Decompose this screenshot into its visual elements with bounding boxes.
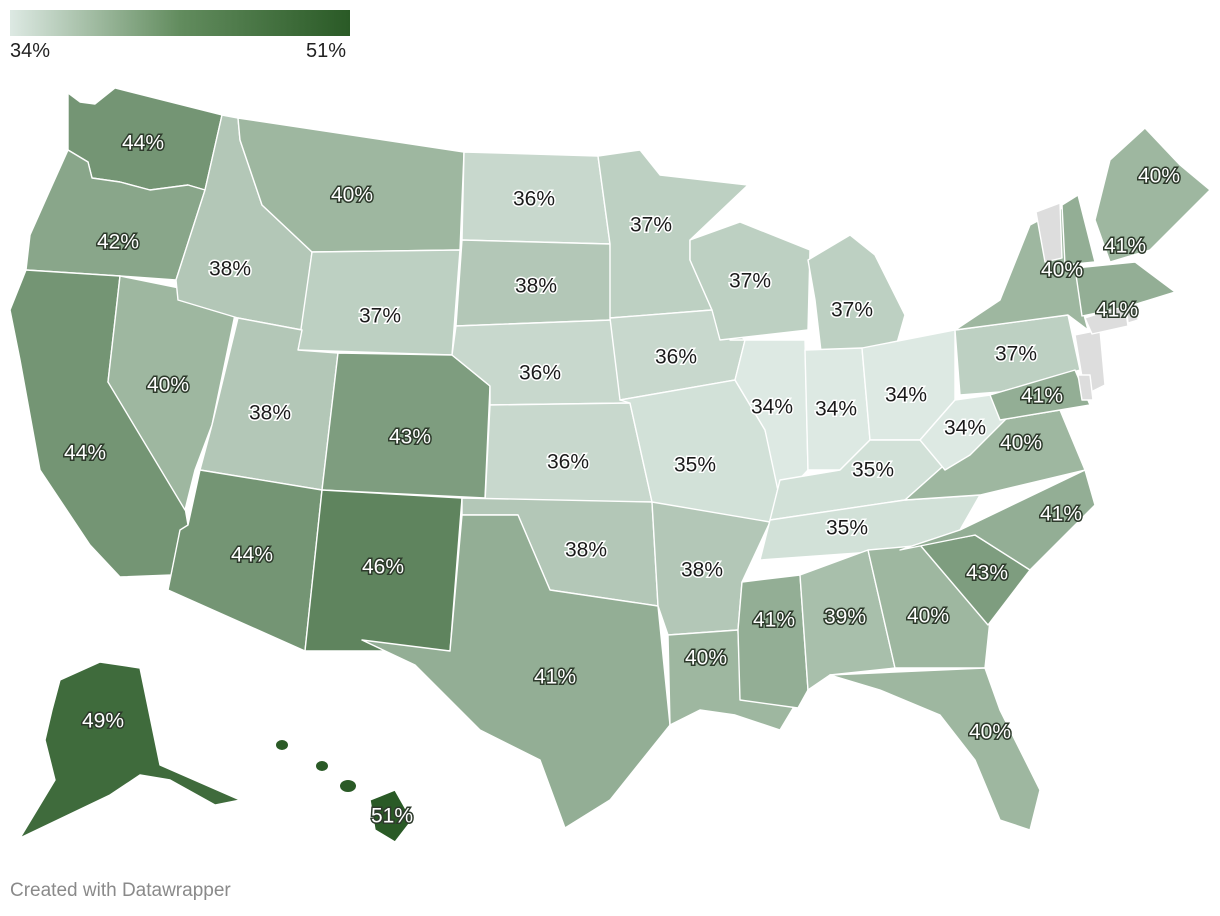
state-label-il: 34%: [751, 396, 793, 419]
state-label-mn: 37%: [630, 214, 672, 237]
state-wi[interactable]: [689, 221, 811, 341]
state-vt[interactable]: [1035, 202, 1063, 263]
state-label-ak: 49%: [82, 710, 124, 733]
state-label-mo: 35%: [674, 454, 716, 477]
state-label-mi: 37%: [831, 299, 873, 322]
state-label-co: 43%: [389, 426, 431, 449]
state-label-nh: 41%: [1104, 235, 1146, 258]
state-label-ne: 36%: [519, 362, 561, 385]
hawaii-islet: [276, 740, 288, 750]
state-label-az: 44%: [231, 544, 273, 567]
datawrapper-credit: Created with Datawrapper: [10, 880, 231, 901]
state-label-va: 40%: [1000, 432, 1042, 455]
state-label-nm: 46%: [362, 556, 404, 579]
state-label-la: 40%: [685, 647, 727, 670]
state-label-mt: 40%: [331, 184, 373, 207]
state-ak[interactable]: [19, 661, 241, 839]
state-label-wa: 44%: [122, 132, 164, 155]
state-fl[interactable]: [829, 667, 1041, 831]
state-label-ny: 40%: [1041, 259, 1083, 282]
state-label-fl: 40%: [969, 721, 1011, 744]
state-label-wv: 34%: [944, 417, 986, 440]
state-mi[interactable]: [807, 234, 906, 361]
state-label-ok: 38%: [565, 539, 607, 562]
state-label-md: 41%: [1021, 385, 1063, 408]
state-label-sd: 38%: [515, 275, 557, 298]
hawaii-islet: [340, 780, 356, 792]
state-label-ky: 35%: [852, 459, 894, 482]
legend-max-label: 51%: [306, 40, 347, 62]
state-ma[interactable]: [1074, 261, 1176, 317]
state-label-sc: 43%: [966, 562, 1008, 585]
state-label-id: 38%: [209, 258, 251, 281]
state-label-ma: 41%: [1096, 299, 1138, 322]
state-label-ia: 36%: [655, 346, 697, 369]
state-ms[interactable]: [737, 574, 809, 709]
hawaii-islet: [316, 761, 328, 771]
state-hi[interactable]: [369, 789, 413, 843]
state-al[interactable]: [799, 549, 896, 691]
legend-color-ramp: [10, 10, 350, 36]
state-label-al: 39%: [824, 606, 866, 629]
state-tx[interactable]: [361, 514, 671, 829]
legend-min-label: 34%: [10, 40, 51, 62]
state-label-ga: 40%: [907, 605, 949, 628]
state-nh[interactable]: [1061, 194, 1096, 266]
state-label-wy: 37%: [359, 305, 401, 328]
state-label-hi: 51%: [371, 805, 413, 828]
state-label-wi: 37%: [729, 270, 771, 293]
state-label-ar: 38%: [681, 559, 723, 582]
state-label-nv: 40%: [147, 374, 189, 397]
state-me[interactable]: [1094, 127, 1211, 263]
state-label-nc: 41%: [1040, 503, 1082, 526]
state-label-ks: 36%: [547, 451, 589, 474]
state-md[interactable]: [989, 369, 1091, 421]
state-label-in: 34%: [815, 398, 857, 421]
state-label-pa: 37%: [995, 343, 1037, 366]
state-label-nd: 36%: [513, 188, 555, 211]
state-label-or: 42%: [97, 231, 139, 254]
state-label-ut: 38%: [249, 402, 291, 425]
state-de[interactable]: [1077, 374, 1094, 401]
state-label-ca: 44%: [64, 442, 106, 465]
state-wy[interactable]: [297, 249, 461, 356]
state-label-tx: 41%: [534, 666, 576, 689]
state-label-me: 40%: [1138, 165, 1180, 188]
state-label-ms: 41%: [753, 609, 795, 632]
state-nc[interactable]: [899, 469, 1096, 571]
state-label-tn: 35%: [826, 517, 868, 540]
state-label-oh: 34%: [885, 384, 927, 407]
